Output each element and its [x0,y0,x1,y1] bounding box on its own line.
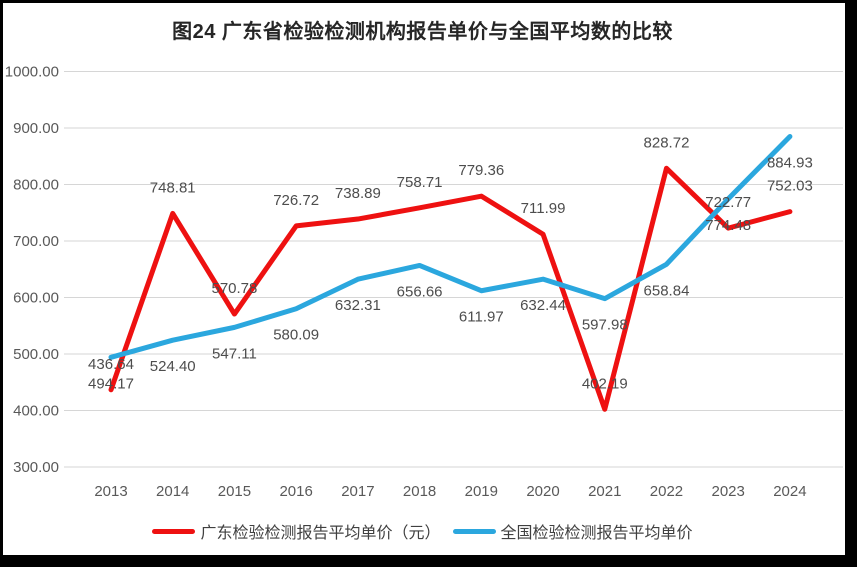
national-series-line [108,134,793,360]
guangdong-data-label: 570.78 [211,280,257,297]
x-axis-tick-label: 2024 [773,483,806,500]
x-axis-tick-label: 2018 [403,483,436,500]
guangdong-data-label: 722.77 [705,194,751,211]
national-line-swatch [452,528,496,534]
x-axis-tick-label: 2023 [712,483,745,500]
national-data-label: 580.09 [273,327,319,344]
y-axis-tick-label: 400.00 [13,403,59,420]
guangdong-data-label: 402.19 [582,375,628,392]
x-axis-tick-label: 2019 [465,483,498,500]
guangdong-line-swatch [152,528,196,534]
y-axis-tick-label: 500.00 [13,346,59,363]
x-axis-tick-label: 2016 [279,483,312,500]
national-data-label: 632.44 [520,297,566,314]
national-data-label: 494.17 [88,375,134,392]
national-series-label: 全国检验检测报告平均单价 [500,525,693,542]
x-axis-tick-label: 2020 [526,483,559,500]
guangdong-data-label: 779.36 [458,162,504,179]
guangdong-data-label: 758.71 [397,174,443,191]
national-data-label: 632.31 [335,297,381,314]
guangdong-data-label: 726.72 [273,192,319,209]
guangdong-series-line [108,165,793,412]
guangdong-data-label: 711.99 [521,200,566,217]
y-axis-tick-label: 900.00 [13,120,59,137]
x-axis-tick-label: 2013 [94,483,127,500]
guangdong-data-label: 748.81 [150,179,196,196]
national-data-label: 656.66 [397,283,443,300]
x-axis-tick-label: 2022 [650,483,683,500]
guangdong-data-label: 738.89 [335,185,381,202]
national-data-label: 658.84 [644,282,690,299]
x-axis-tick-label: 2021 [588,483,621,500]
x-axis-tick-label: 2015 [218,483,251,500]
national-data-label: 597.98 [582,317,628,334]
y-axis-tick-label: 300.00 [13,459,59,476]
national-data-label: 611.97 [459,309,504,326]
guangdong-data-label: 752.03 [767,178,813,195]
national-data-label: 524.40 [150,358,196,375]
national-data-label: 547.11 [212,345,257,362]
national-data-label: 884.93 [767,155,813,172]
guangdong-series-label: 广东检验检测报告平均单价（元） [200,525,441,542]
y-axis-tick-label: 800.00 [13,177,59,194]
chart-legend: 广东检验检测报告平均单价（元） 全国检验检测报告平均单价 [0,519,845,543]
y-axis-tick-label: 1000.00 [5,64,59,81]
y-axis-tick-label: 600.00 [13,290,59,307]
legend-item-national: 全国检验检测报告平均单价 [452,519,693,543]
national-data-label: 774.48 [705,217,751,234]
x-axis-tick-label: 2014 [156,483,189,500]
x-axis-tick-label: 2017 [341,483,374,500]
guangdong-data-label: 828.72 [644,134,690,151]
legend-item-guangdong: 广东检验检测报告平均单价（元） [152,519,441,543]
chart-title: 图24 广东省检验检测机构报告单价与全国平均数的比较 [172,21,673,43]
guangdong-data-label: 436.64 [88,356,134,373]
y-axis-tick-label: 700.00 [13,233,59,250]
chart-canvas [3,3,845,555]
